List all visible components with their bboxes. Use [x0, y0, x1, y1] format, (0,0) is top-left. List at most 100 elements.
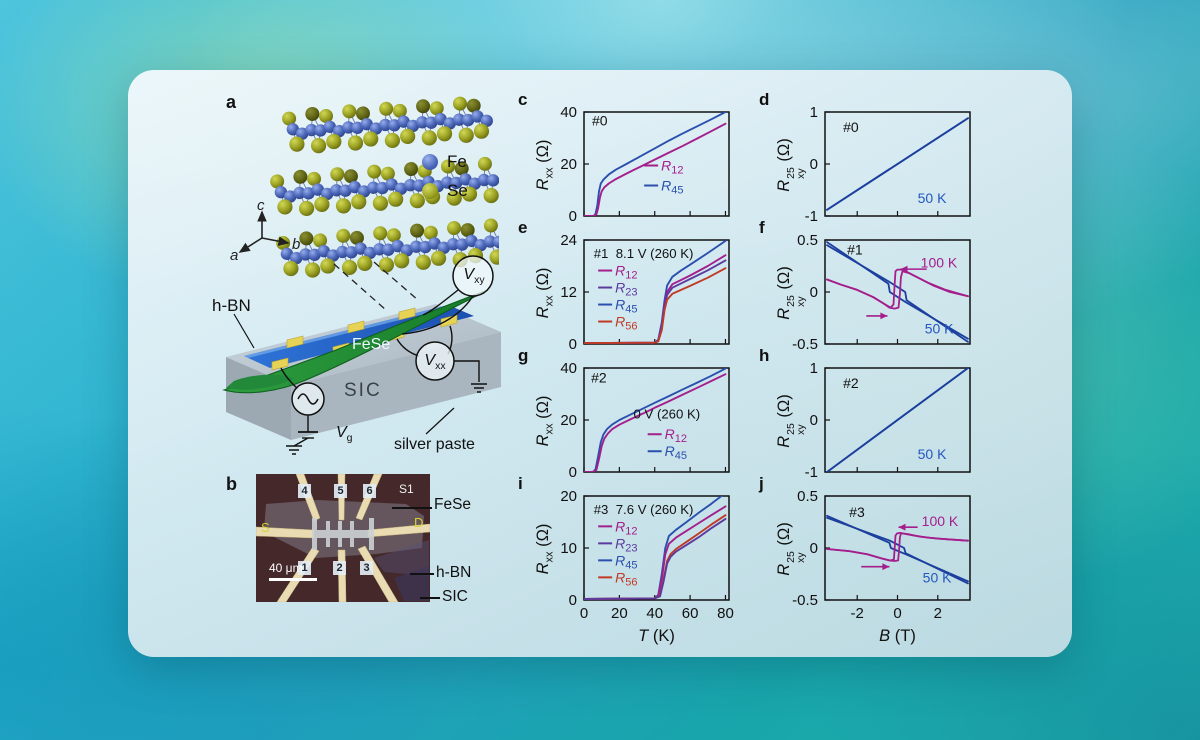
- svg-text:T (K): T (K): [638, 627, 675, 645]
- svg-text:20: 20: [560, 488, 577, 505]
- svg-text:R45: R45: [615, 552, 637, 571]
- svg-text:0: 0: [569, 592, 577, 609]
- axis-c-label: c: [257, 198, 265, 214]
- svg-text:0: 0: [580, 605, 588, 622]
- device-schematic: h-BN FeSe SIC silver paste Vxy Vxx Vg: [186, 255, 506, 477]
- fese-crystal-structure: [270, 96, 499, 278]
- svg-text:#2: #2: [843, 375, 859, 391]
- sample-id-label: S1: [399, 482, 414, 496]
- panel-j-plot: -2 0 2 -0.5 0 0.5 #3 100 K 50 K B (T): [792, 488, 971, 645]
- svg-text:R56: R56: [615, 314, 637, 333]
- svg-text:-1: -1: [805, 464, 818, 481]
- svg-text:R45: R45: [665, 443, 687, 462]
- axis-a-label: a: [230, 247, 238, 262]
- svg-text:#2: #2: [591, 369, 607, 385]
- panel-c-rxx-vs-t-chart: c Rxx (Ω) 0 20 40 #0 R12 R45: [508, 88, 753, 273]
- electrode-6-label: 6: [363, 484, 376, 498]
- panel-g-rxx-vs-t-chart: g Rxx (Ω) 0 20 40 #2 0 V (260 K) R12 R45: [508, 344, 753, 529]
- panel-h-label: h: [759, 346, 770, 365]
- vxx-meter-label: Vxx: [424, 352, 446, 372]
- panel-f-label: f: [759, 218, 765, 237]
- svg-text:100 K: 100 K: [921, 255, 958, 271]
- panel-g-label: g: [518, 346, 529, 365]
- svg-text:0.5: 0.5: [797, 232, 818, 249]
- se-label: Se: [447, 181, 468, 200]
- svg-text:40: 40: [646, 605, 663, 622]
- svg-text:-1: -1: [805, 208, 818, 225]
- electrode-3-label: 3: [360, 561, 373, 575]
- svg-text:R23: R23: [615, 535, 637, 554]
- scale-bar-line: [269, 578, 317, 581]
- se-atom-icon: [422, 183, 438, 199]
- svg-text:R56: R56: [615, 569, 637, 588]
- svg-text:#1 8.1 V (260 K): #1 8.1 V (260 K): [594, 246, 694, 261]
- crystal-axes-icon: c b a: [230, 198, 300, 262]
- hbn-pointer-line: [410, 573, 434, 575]
- svg-text:10: 10: [560, 540, 577, 557]
- source-label: S: [261, 520, 270, 535]
- svg-text:100 K: 100 K: [922, 513, 959, 529]
- micrograph-sic-annotation: SIC: [442, 588, 468, 605]
- electrode-2-label: 2: [333, 561, 346, 575]
- micrograph-hbn-annotation: h-BN: [436, 564, 472, 581]
- panel-d-plot: -1 0 1 #0 50 K: [805, 104, 971, 225]
- hbn-label: h-BN: [212, 296, 251, 315]
- svg-text:50 K: 50 K: [918, 446, 947, 462]
- svg-text:R45: R45: [661, 178, 683, 197]
- panel-h-plot: -1 0 1 #2 50 K: [805, 360, 971, 481]
- silver-paste-label: silver paste: [394, 436, 475, 453]
- svg-text:0: 0: [810, 412, 818, 429]
- vxy-meter-label: Vxy: [463, 266, 485, 286]
- svg-text:1: 1: [810, 360, 818, 377]
- svg-text:R12: R12: [661, 158, 683, 177]
- svg-text:#3 7.6 V (260 K): #3 7.6 V (260 K): [594, 502, 694, 517]
- panel-e-rxx-vs-t-chart: e Rxx (Ω) 0 12 24 #1 8.1 V (260 K) R12 R23 R45…: [508, 216, 753, 401]
- panel-i-rxx-vs-t-chart: i Rxx (Ω) 0 20 40 60 80 0 10 20 #3 7.6 V (260 K)…: [508, 472, 753, 657]
- svg-text:50 K: 50 K: [923, 569, 952, 585]
- figure-card: a Fe Se c b a: [128, 70, 1072, 657]
- panel-h-rxy-vs-b-chart: h R 25 xy (Ω) -1 0 1 #2 50 K: [749, 344, 994, 529]
- svg-text:40: 40: [560, 360, 577, 377]
- legend-se: Se: [422, 181, 468, 201]
- svg-text:#0: #0: [843, 119, 859, 135]
- panel-e-label: e: [518, 218, 528, 237]
- svg-text:40: 40: [560, 104, 577, 121]
- svg-text:24: 24: [560, 232, 577, 249]
- svg-text:0: 0: [569, 336, 577, 353]
- svg-text:B (T): B (T): [879, 627, 916, 645]
- svg-text:2: 2: [934, 605, 942, 622]
- drain-label: D: [414, 515, 424, 530]
- svg-text:50 K: 50 K: [925, 321, 954, 337]
- svg-text:0: 0: [810, 156, 818, 173]
- svg-text:0: 0: [893, 605, 901, 622]
- svg-text:0: 0: [810, 284, 818, 301]
- svg-text:#3: #3: [849, 504, 865, 520]
- svg-text:0.5: 0.5: [797, 488, 818, 505]
- svg-text:R45: R45: [615, 297, 637, 316]
- svg-text:-0.5: -0.5: [792, 336, 818, 353]
- svg-text:80: 80: [717, 605, 734, 622]
- fe-atom-icon: [422, 154, 438, 170]
- vg-label: Vg: [336, 424, 353, 444]
- panel-f-plot: -0.5 0 0.5 #1 100 K 50 K: [792, 232, 971, 353]
- fese-label: FeSe: [352, 336, 391, 353]
- svg-text:20: 20: [560, 156, 577, 173]
- micrograph-image: [256, 474, 430, 602]
- panel-c-label: c: [518, 90, 528, 109]
- panel-a-label: a: [226, 92, 237, 112]
- panel-j-label: j: [759, 474, 764, 493]
- micrograph-fese-annotation: FeSe: [434, 496, 472, 513]
- svg-text:0: 0: [569, 464, 577, 481]
- svg-text:-0.5: -0.5: [792, 592, 818, 609]
- panel-f-rxy-vs-b-chart: f R 25 xy (Ω) -0.5 0 0.5 #1 100 K 50 K: [749, 216, 994, 401]
- svg-text:#0: #0: [592, 113, 608, 129]
- device-schematic-drawing: [222, 255, 501, 455]
- fese-pointer-line: [392, 507, 432, 509]
- electrode-5-label: 5: [334, 484, 347, 498]
- panel-i-plot: 0 20 40 60 80 0 10 20 #3 7.6 V (260 K)R12R23R45R…: [560, 488, 734, 645]
- electrode-1-label: 1: [298, 561, 311, 575]
- sic-label: SIC: [344, 380, 382, 401]
- svg-text:0: 0: [810, 540, 818, 557]
